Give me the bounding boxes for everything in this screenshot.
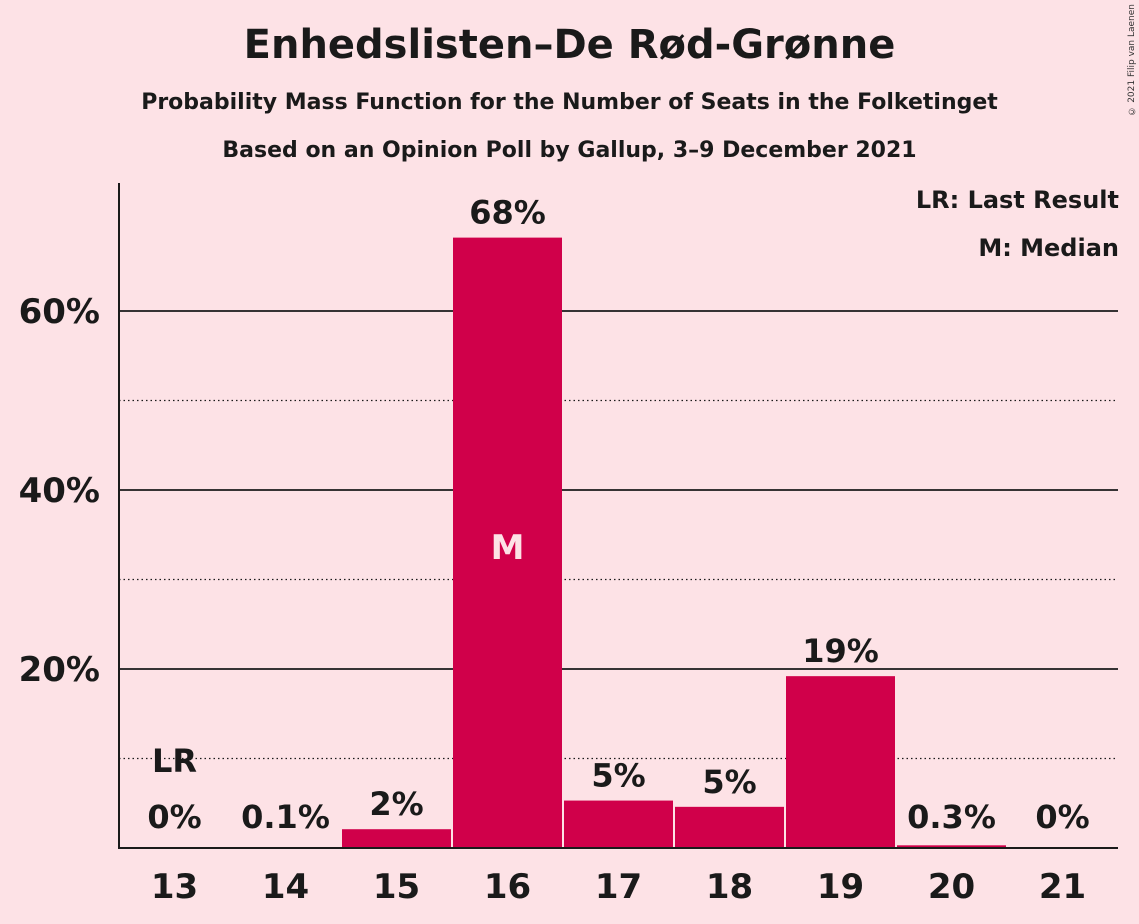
y-tick-label: 20%: [19, 650, 100, 690]
last-result-marker: LR: [152, 742, 197, 780]
x-tick-label: 21: [1039, 867, 1086, 907]
x-tick-label: 16: [484, 867, 531, 907]
legend-last-result: LR: Last Result: [915, 186, 1119, 214]
bar: [564, 800, 673, 848]
bar: [897, 845, 1006, 848]
data-label: 2%: [369, 785, 423, 823]
bar: [342, 829, 451, 848]
data-label: 68%: [469, 194, 546, 232]
data-label: 0.3%: [907, 798, 996, 836]
data-label: 0%: [147, 798, 201, 836]
chart-title: Enhedslisten–De Rød-Grønne: [243, 22, 896, 68]
x-tick-label: 18: [706, 867, 753, 907]
x-tick-label: 19: [817, 867, 864, 907]
data-label: 19%: [802, 632, 879, 670]
x-tick-label: 15: [373, 867, 420, 907]
data-label: 0%: [1035, 798, 1089, 836]
x-tick-label: 14: [262, 867, 309, 907]
bar: [453, 237, 562, 849]
chart-subtitle: Probability Mass Function for the Number…: [141, 90, 998, 115]
legend-median: M: Median: [978, 234, 1119, 262]
data-label: 0.1%: [241, 798, 330, 836]
x-tick-label: 13: [151, 867, 198, 907]
chart-subtitle-source: Based on an Opinion Poll by Gallup, 3–9 …: [222, 138, 917, 163]
data-label: 5%: [591, 757, 645, 795]
bar: [786, 676, 895, 848]
x-tick-label: 17: [595, 867, 642, 907]
y-tick-label: 60%: [19, 292, 100, 332]
data-label: 5%: [702, 763, 756, 801]
x-tick-label: 20: [928, 867, 975, 907]
y-tick-label: 40%: [19, 471, 100, 511]
median-marker: M: [491, 528, 525, 568]
bar: [675, 806, 784, 848]
